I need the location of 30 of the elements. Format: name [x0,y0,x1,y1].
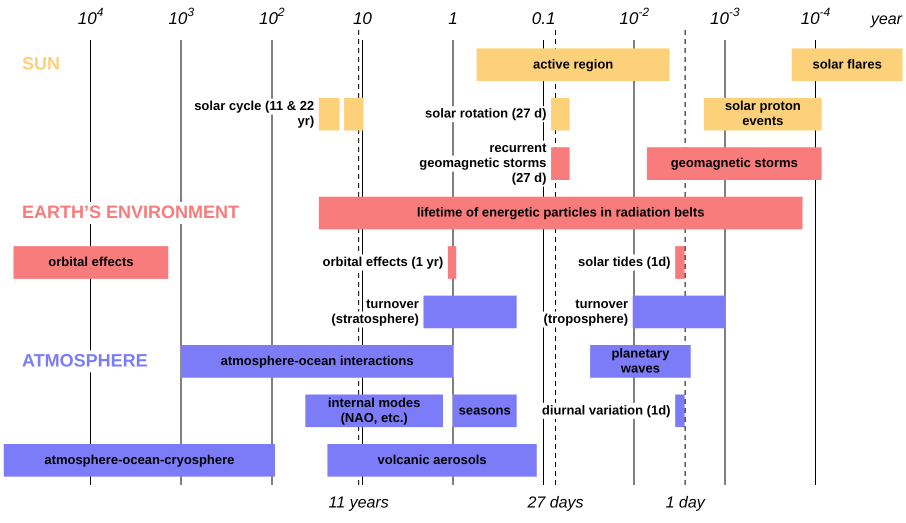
x-axis-title: year [870,11,903,28]
annotation: SUN [22,54,60,74]
x-tick-label: 1 [448,9,458,28]
ref-line-label: 27 days [526,494,584,512]
series-label: orbital effects [48,254,134,270]
series-label: volcanic aerosols [378,452,487,467]
series-label: orbital effects (1 yr) [322,254,444,270]
series-label: lifetime of energetic particles in radiation belts [416,204,704,220]
x-tick-label: 0.1 [532,9,556,28]
ref-line-label: 1 day [666,494,706,512]
series-label: solar flares [812,56,882,72]
annotation: ATMOSPHERE [22,350,148,370]
series-label: atmosphere-ocean interactions [220,352,414,368]
series-label: recurrent geomagnetic storms (27 d) [419,140,548,186]
series-label: geomagnetic storms [670,155,798,170]
series-label: planetary waves [611,345,670,376]
series-label: turnover (troposphere) [544,296,628,326]
x-tick-label: 10 [352,9,372,28]
series-label: internal modes (NAO, etc.) [328,394,420,425]
series-label: solar tides (1d) [578,254,671,270]
series-label: seasons [458,402,511,418]
series-label: atmosphere-ocean-cryosphere [44,452,234,467]
series-label: solar rotation (27 d) [425,106,546,121]
series-label: solar cycle (11 & 22 yr) [194,98,314,128]
series-label: turnover (stratosphere) [331,296,419,326]
annotation: EARTH’S ENVIRONMENT [22,202,240,222]
series-label: solar proton events [724,98,801,128]
series-label: diurnal variation (1d) [542,402,671,418]
ref-line-label: 11 years [328,494,389,512]
series-label: active region [533,56,614,72]
